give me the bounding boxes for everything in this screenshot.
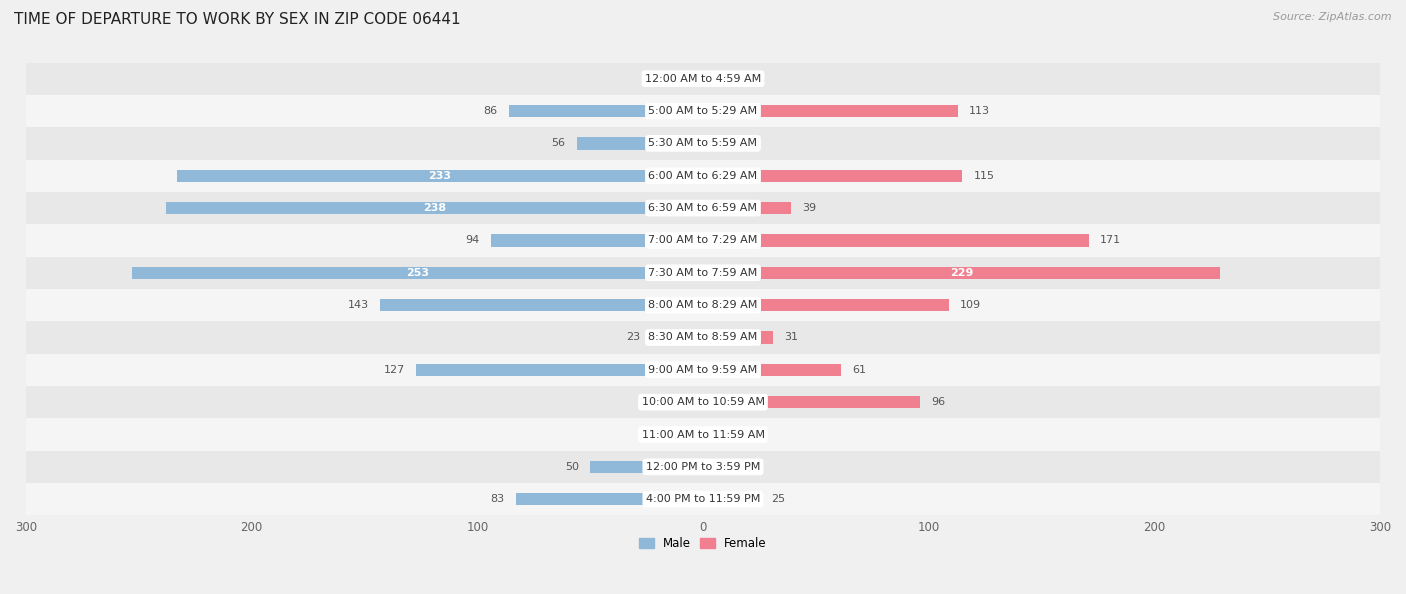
Text: 96: 96 xyxy=(931,397,945,407)
Bar xyxy=(491,234,703,247)
Text: 4:00 PM to 11:59 PM: 4:00 PM to 11:59 PM xyxy=(645,494,761,504)
Bar xyxy=(0,95,1406,127)
Bar xyxy=(509,105,703,117)
Bar xyxy=(703,234,1088,247)
Text: 11: 11 xyxy=(740,462,754,472)
Text: 25: 25 xyxy=(770,494,785,504)
Bar xyxy=(703,493,759,505)
Text: 7:30 AM to 7:59 AM: 7:30 AM to 7:59 AM xyxy=(648,268,758,278)
Text: 8:30 AM to 8:59 AM: 8:30 AM to 8:59 AM xyxy=(648,333,758,343)
Bar xyxy=(0,257,1406,289)
Bar xyxy=(576,137,703,150)
Bar xyxy=(703,202,792,214)
Bar xyxy=(416,364,703,376)
Text: 8: 8 xyxy=(733,138,740,148)
Text: 12:00 AM to 4:59 AM: 12:00 AM to 4:59 AM xyxy=(645,74,761,84)
Bar xyxy=(0,386,1406,418)
Text: 7:00 AM to 7:29 AM: 7:00 AM to 7:29 AM xyxy=(648,235,758,245)
Bar xyxy=(703,331,773,344)
Bar xyxy=(651,331,703,344)
Bar xyxy=(0,483,1406,516)
Bar xyxy=(685,72,703,85)
Bar xyxy=(703,105,957,117)
Text: 238: 238 xyxy=(423,203,446,213)
Text: TIME OF DEPARTURE TO WORK BY SEX IN ZIP CODE 06441: TIME OF DEPARTURE TO WORK BY SEX IN ZIP … xyxy=(14,12,461,27)
Bar xyxy=(703,170,963,182)
Text: 115: 115 xyxy=(974,170,995,181)
Text: 8:00 AM to 8:29 AM: 8:00 AM to 8:29 AM xyxy=(648,300,758,310)
Bar xyxy=(0,127,1406,160)
Bar xyxy=(0,62,1406,95)
Bar xyxy=(132,267,703,279)
Text: 6: 6 xyxy=(671,397,678,407)
Bar xyxy=(516,493,703,505)
Text: 23: 23 xyxy=(626,333,640,343)
Bar xyxy=(0,192,1406,225)
Bar xyxy=(0,353,1406,386)
Text: Source: ZipAtlas.com: Source: ZipAtlas.com xyxy=(1274,12,1392,22)
Text: 127: 127 xyxy=(384,365,405,375)
Text: 61: 61 xyxy=(852,365,866,375)
Text: 6:30 AM to 6:59 AM: 6:30 AM to 6:59 AM xyxy=(648,203,758,213)
Bar xyxy=(166,202,703,214)
Bar xyxy=(703,461,728,473)
Text: 86: 86 xyxy=(484,106,498,116)
Text: 5:30 AM to 5:59 AM: 5:30 AM to 5:59 AM xyxy=(648,138,758,148)
Text: 94: 94 xyxy=(465,235,479,245)
Bar xyxy=(0,160,1406,192)
Bar xyxy=(703,396,920,408)
Text: 11:00 AM to 11:59 AM: 11:00 AM to 11:59 AM xyxy=(641,429,765,440)
Bar xyxy=(0,451,1406,483)
Legend: Male, Female: Male, Female xyxy=(634,532,772,555)
Bar xyxy=(591,461,703,473)
Text: 5:00 AM to 5:29 AM: 5:00 AM to 5:29 AM xyxy=(648,106,758,116)
Text: 253: 253 xyxy=(406,268,429,278)
Text: 31: 31 xyxy=(785,333,799,343)
Bar xyxy=(0,418,1406,451)
Text: 3: 3 xyxy=(678,429,685,440)
Text: 171: 171 xyxy=(1099,235,1121,245)
Text: 56: 56 xyxy=(551,138,565,148)
Text: 50: 50 xyxy=(565,462,579,472)
Bar xyxy=(0,225,1406,257)
Text: 8: 8 xyxy=(666,74,673,84)
Bar xyxy=(703,364,841,376)
Text: 6:00 AM to 6:29 AM: 6:00 AM to 6:29 AM xyxy=(648,170,758,181)
Bar xyxy=(381,299,703,311)
Text: 83: 83 xyxy=(491,494,505,504)
Bar xyxy=(696,428,703,441)
Text: 39: 39 xyxy=(803,203,817,213)
Bar xyxy=(703,299,949,311)
Text: 143: 143 xyxy=(347,300,368,310)
Text: 229: 229 xyxy=(949,268,973,278)
Bar xyxy=(0,321,1406,353)
Bar xyxy=(0,289,1406,321)
Bar xyxy=(703,137,721,150)
Bar xyxy=(177,170,703,182)
Text: 10:00 AM to 10:59 AM: 10:00 AM to 10:59 AM xyxy=(641,397,765,407)
Text: 233: 233 xyxy=(429,170,451,181)
Text: 113: 113 xyxy=(969,106,990,116)
Text: 9:00 AM to 9:59 AM: 9:00 AM to 9:59 AM xyxy=(648,365,758,375)
Bar xyxy=(703,267,1220,279)
Bar xyxy=(689,396,703,408)
Text: 109: 109 xyxy=(960,300,981,310)
Text: 12:00 PM to 3:59 PM: 12:00 PM to 3:59 PM xyxy=(645,462,761,472)
